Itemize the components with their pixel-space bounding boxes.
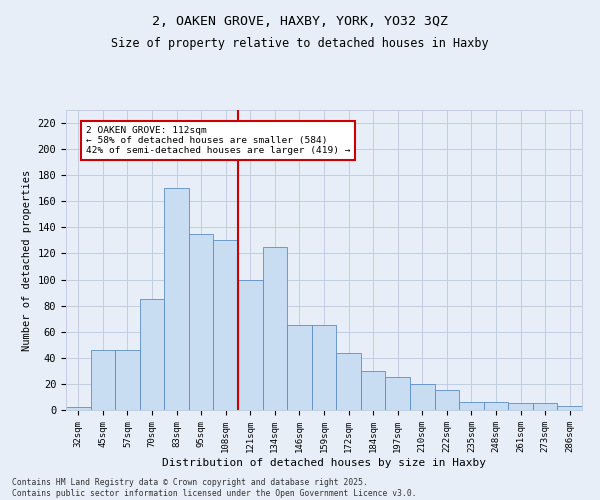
Bar xyxy=(508,404,533,410)
Bar xyxy=(189,234,214,410)
Bar xyxy=(91,350,115,410)
Bar xyxy=(140,299,164,410)
Text: 2 OAKEN GROVE: 112sqm
← 58% of detached houses are smaller (584)
42% of semi-det: 2 OAKEN GROVE: 112sqm ← 58% of detached … xyxy=(86,126,350,156)
Text: Size of property relative to detached houses in Haxby: Size of property relative to detached ho… xyxy=(111,38,489,51)
Bar xyxy=(459,402,484,410)
Bar xyxy=(66,408,91,410)
Bar xyxy=(336,352,361,410)
Bar xyxy=(263,247,287,410)
Text: 2, OAKEN GROVE, HAXBY, YORK, YO32 3QZ: 2, OAKEN GROVE, HAXBY, YORK, YO32 3QZ xyxy=(152,15,448,28)
Bar xyxy=(115,350,140,410)
Bar xyxy=(434,390,459,410)
Text: Contains HM Land Registry data © Crown copyright and database right 2025.
Contai: Contains HM Land Registry data © Crown c… xyxy=(12,478,416,498)
Bar xyxy=(385,378,410,410)
Bar xyxy=(287,325,312,410)
Bar xyxy=(361,371,385,410)
Bar xyxy=(164,188,189,410)
X-axis label: Distribution of detached houses by size in Haxby: Distribution of detached houses by size … xyxy=(162,458,486,468)
Bar xyxy=(214,240,238,410)
Bar xyxy=(410,384,434,410)
Y-axis label: Number of detached properties: Number of detached properties xyxy=(22,170,32,350)
Bar xyxy=(533,404,557,410)
Bar xyxy=(557,406,582,410)
Bar xyxy=(238,280,263,410)
Bar xyxy=(312,325,336,410)
Bar xyxy=(484,402,508,410)
